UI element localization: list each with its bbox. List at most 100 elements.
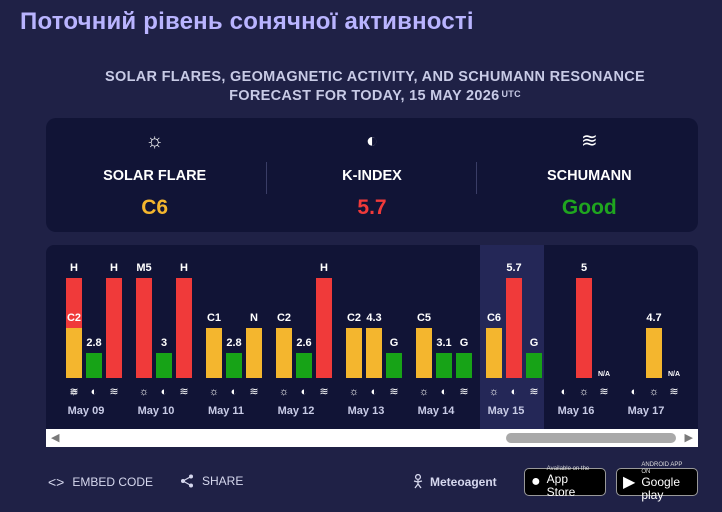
sun-icon: ☼ <box>489 386 499 398</box>
sun-icon: ☼ <box>139 386 149 398</box>
summary-divider <box>476 162 477 194</box>
app-store-badge[interactable]: ● Available on the App Store <box>524 465 606 498</box>
magnet-icon: ◐ <box>631 386 638 398</box>
apple-icon: ● <box>531 473 541 490</box>
date-label: May 13 <box>348 405 385 417</box>
page-title: Поточний рівень сонячної активності <box>20 8 474 35</box>
k-index-value-label: 3.1 <box>436 337 451 349</box>
waves-icon: ≋ <box>69 386 78 398</box>
schumann-label: SCHUMANN <box>547 168 632 184</box>
sun-icon: ☼ <box>209 386 219 398</box>
k-index-bar <box>86 353 102 378</box>
flare-value-label: C1 <box>207 312 221 324</box>
k-index-bar <box>296 353 312 378</box>
waves-icon: ≋ <box>580 130 598 152</box>
magnet-icon: ◐ <box>365 130 379 152</box>
k-index-value-label: 2.6 <box>296 337 311 349</box>
utc-label: UTC <box>501 89 521 99</box>
meteoagent-label: Meteoagent <box>430 474 497 489</box>
scroll-left-arrow-icon[interactable]: ◀ <box>51 432 60 444</box>
schumann-na-label: N/A <box>598 371 610 378</box>
magnet-icon: ◐ <box>441 386 448 398</box>
flare-value-label: C5 <box>417 312 431 324</box>
share-button[interactable]: SHARE <box>180 474 243 488</box>
waves-icon: ≋ <box>599 386 608 398</box>
schumann-value: Good <box>561 196 617 219</box>
appstore-small-text: Available on the <box>546 465 590 472</box>
embed-code-label: EMBED CODE <box>72 475 154 489</box>
flare-bar <box>416 328 432 378</box>
flare-bar <box>276 328 292 378</box>
google-play-badge[interactable]: ▶ ANDROID APP ON Google play <box>616 462 698 502</box>
share-icon <box>181 474 193 488</box>
magnet-icon: ◐ <box>231 386 238 398</box>
solar-flare-value: C6 <box>141 196 169 219</box>
summary-divider <box>266 162 267 194</box>
sun-icon: ☼ <box>279 386 289 398</box>
schumann-value-label: G <box>460 337 469 349</box>
meteoagent-logo-icon <box>413 474 423 489</box>
schumann-bar <box>106 278 122 378</box>
waves-icon: ≋ <box>669 386 678 398</box>
flare-bar <box>206 328 222 378</box>
schumann-value-label: N <box>250 312 258 324</box>
flare-bar <box>486 328 502 378</box>
subtitle-line-2: FORECAST FOR TODAY, 15 MAY 2026 UTC <box>229 88 521 104</box>
magnet-icon: ◐ <box>301 386 308 398</box>
waves-icon: ≋ <box>529 386 538 398</box>
k-index-value-label: 5 <box>581 262 587 274</box>
k-index-bar <box>646 328 662 378</box>
schumann-value-label: G <box>390 337 399 349</box>
schumann-bar <box>456 353 472 378</box>
schumann-bar <box>386 353 402 378</box>
k-index-bar <box>576 278 592 378</box>
k-index-bar <box>436 353 452 378</box>
history-bar-chart[interactable]: H ≋ C2 2.8 H ☼ ◐ ≋ May 09 M5 3 H ☼ ◐ ≋ May 10 C1 2.8 N ☼ ◐ ≋ M… <box>46 245 698 429</box>
summary-panel: ☼ SOLAR FLARE C6 ◐ K-INDEX 5.7 ≋ SCHUMAN… <box>46 118 698 232</box>
flare-value-label: C2 <box>67 312 81 324</box>
waves-icon: ≋ <box>389 386 398 398</box>
meteoagent-link[interactable]: Meteoagent <box>412 474 497 489</box>
schumann-value-label: H <box>320 262 328 274</box>
k-index-value-label: 3 <box>161 337 167 349</box>
flare-bar <box>66 328 82 378</box>
flare-value-label: C2 <box>277 312 291 324</box>
flare-value-label: M5 <box>136 262 151 274</box>
schumann-bar <box>176 278 192 378</box>
chart-scrollbar[interactable]: ◀ ▶ <box>46 429 698 447</box>
k-index-value-label: 2.8 <box>86 337 101 349</box>
scroll-right-arrow-icon[interactable]: ▶ <box>684 432 693 444</box>
subtitle-line-1: SOLAR FLARES, GEOMAGNETIC ACTIVITY, AND … <box>105 69 645 85</box>
k-index-label: K-INDEX <box>342 168 402 184</box>
k-index-value-label: 5.7 <box>506 262 521 274</box>
summary-solar-flare: ☼ SOLAR FLARE C6 <box>46 118 263 232</box>
magnet-icon: ◐ <box>511 386 518 398</box>
sun-icon: ☼ <box>349 386 359 398</box>
sun-icon: ☼ <box>419 386 429 398</box>
summary-k-index: ◐ K-INDEX 5.7 <box>263 118 480 232</box>
date-label: May 16 <box>558 405 595 417</box>
date-label: May 15 <box>488 405 525 417</box>
schumann-value-label: H <box>70 262 78 274</box>
k-index-value-label: 2.8 <box>226 337 241 349</box>
schumann-bar <box>526 353 542 378</box>
date-label: May 12 <box>278 405 315 417</box>
magnet-icon: ◐ <box>561 386 568 398</box>
embed-code-button[interactable]: <> EMBED CODE <box>48 474 153 490</box>
schumann-value-label: H <box>180 262 188 274</box>
scroll-thumb[interactable] <box>506 433 676 443</box>
magnet-icon: ◐ <box>371 386 378 398</box>
flare-bar <box>136 278 152 378</box>
date-label: May 10 <box>138 405 175 417</box>
flare-bar <box>346 328 362 378</box>
solar-flare-label: SOLAR FLARE <box>103 168 207 184</box>
k-index-bar <box>366 328 382 378</box>
gplay-small-text: ANDROID APP ON <box>641 462 683 475</box>
date-label: May 09 <box>68 405 105 417</box>
date-label: May 14 <box>418 405 456 417</box>
flare-value-label: C6 <box>487 312 501 324</box>
waves-icon: ≋ <box>459 386 468 398</box>
schumann-bar <box>316 278 332 378</box>
summary-schumann: ≋ SCHUMANN Good <box>481 118 698 232</box>
